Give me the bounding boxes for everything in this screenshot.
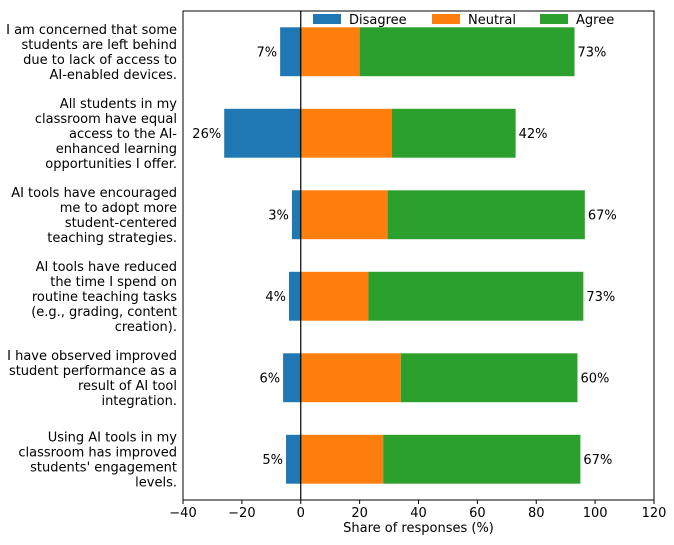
legend-label-agree: Agree <box>576 13 614 28</box>
x-tick-label: 0 <box>297 506 305 521</box>
axes-layer: −40 −20 0 20 40 60 80 100 120 Share of responses … <box>169 10 667 536</box>
category-label-line: student-centered <box>65 216 177 231</box>
legend-swatch-disagree <box>313 14 341 24</box>
bar-neutral <box>300 108 393 158</box>
bar-disagree <box>291 190 301 240</box>
bar-disagree <box>280 27 301 77</box>
data-label-agree: 73% <box>578 45 607 60</box>
data-label-disagree: 7% <box>257 45 278 60</box>
legend-label-disagree: Disagree <box>349 13 407 28</box>
bar-neutral <box>300 353 401 403</box>
category-label-line: routine teaching tasks <box>32 290 177 305</box>
bar-agree <box>383 434 581 484</box>
category-label-line: integration. <box>101 394 177 409</box>
category-label-line: I am concerned that some <box>6 23 177 38</box>
category-label-line: enhanced learning <box>56 142 177 157</box>
category-label-line: AI-enabled devices. <box>50 68 177 83</box>
x-tick-label: −20 <box>228 506 255 521</box>
legend-swatch-neutral <box>432 14 460 24</box>
bar-disagree <box>283 353 301 403</box>
bar-disagree <box>224 108 301 158</box>
data-label-disagree: 4% <box>265 290 286 305</box>
bar-disagree <box>288 271 301 321</box>
x-tick-label: 20 <box>351 506 368 521</box>
x-tick-label: 60 <box>469 506 486 521</box>
bar-neutral <box>300 434 384 484</box>
data-label-agree: 42% <box>519 127 548 142</box>
category-label-line: creation). <box>115 320 177 335</box>
bar-agree <box>359 27 575 77</box>
bar-agree <box>387 190 585 240</box>
category-label-line: teaching strategies. <box>47 231 177 246</box>
data-label-disagree: 6% <box>259 371 280 386</box>
category-label-line: classroom has improved <box>18 445 177 460</box>
plot-frame <box>182 10 655 501</box>
data-label-agree: 67% <box>588 208 617 223</box>
category-label-line: me to adopt more <box>60 201 177 216</box>
category-label-line: due to lack of access to <box>23 53 177 68</box>
category-label-line: access to the AI- <box>69 127 177 142</box>
legend-swatch-agree <box>540 14 568 24</box>
category-label-line: students' engagement <box>30 460 177 475</box>
data-label-agree: 73% <box>586 290 615 305</box>
legend: Disagree Neutral Agree <box>313 13 614 28</box>
bars-layer <box>224 27 585 484</box>
category-label-line: All students in my <box>60 97 177 112</box>
category-label-line: result of AI tool <box>78 379 177 394</box>
bar-neutral <box>300 271 369 321</box>
bar-disagree <box>286 434 301 484</box>
x-tick-label: 80 <box>528 506 545 521</box>
data-label-disagree: 5% <box>262 453 283 468</box>
bar-neutral <box>300 190 388 240</box>
data-label-agree: 67% <box>583 453 612 468</box>
category-label-line: the time I spend on <box>50 275 177 290</box>
category-label-line: classroom have equal <box>35 112 177 127</box>
category-label-line: Using AI tools in my <box>48 430 178 445</box>
legend-label-neutral: Neutral <box>468 13 516 28</box>
category-label-line: (e.g., grading, content <box>31 305 177 320</box>
x-tick-label: 100 <box>583 506 608 521</box>
data-label-disagree: 3% <box>268 208 289 223</box>
category-label-line: opportunities I offer. <box>45 157 177 172</box>
category-label-line: AI tools have encouraged <box>11 186 177 201</box>
bar-agree <box>368 271 584 321</box>
bar-neutral <box>300 27 360 77</box>
data-label-agree: 60% <box>580 371 609 386</box>
category-label-line: student performance as a <box>9 364 177 379</box>
bar-agree <box>400 353 578 403</box>
data-label-disagree: 26% <box>192 127 221 142</box>
x-tick-label: 40 <box>410 506 427 521</box>
x-tick-label: 120 <box>642 506 667 521</box>
category-label-line: students are left behind <box>21 38 177 53</box>
category-label-line: I have observed improved <box>7 349 177 364</box>
bar-agree <box>392 108 516 158</box>
x-axis-title: Share of responses (%) <box>343 521 494 536</box>
data-labels-layer: 7% 73% 26% 42% 3% 67% 4% 73% 6% 60% 5% 67% <box>192 45 616 468</box>
x-tick-label: −40 <box>169 506 196 521</box>
category-label-line: AI tools have reduced <box>36 260 177 275</box>
category-label-line: levels. <box>135 475 177 490</box>
